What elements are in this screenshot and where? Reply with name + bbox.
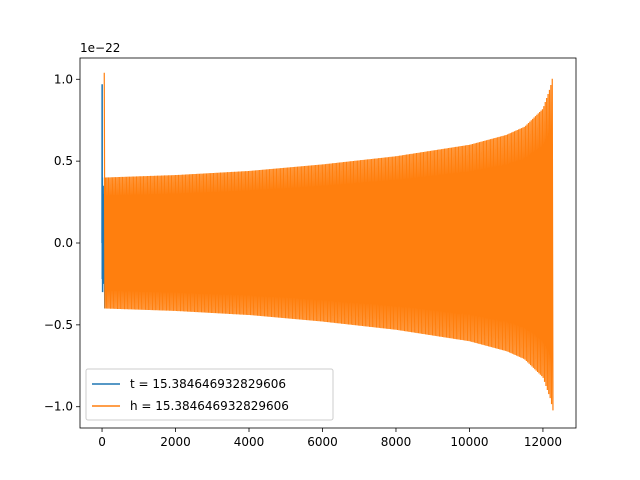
legend-box xyxy=(85,368,334,421)
legend: t = 15.384646932829606 h = 15.3846469328… xyxy=(85,368,334,421)
x-tick-label: 2000 xyxy=(160,435,191,449)
y-axis-ticks: 1.0 0.5 0.0 −0.5 −1.0 xyxy=(44,72,80,414)
y-tick-label: 0.5 xyxy=(54,154,73,168)
legend-label-h: h = 15.384646932829606 xyxy=(130,399,289,413)
y-tick-label: 0.0 xyxy=(54,236,73,250)
x-tick-label: 4000 xyxy=(234,435,265,449)
x-tick-label: 12000 xyxy=(524,435,562,449)
x-tick-label: 6000 xyxy=(307,435,338,449)
y-tick-label: −0.5 xyxy=(44,318,73,332)
y-tick-label: 1.0 xyxy=(54,72,73,86)
y-tick-label: −1.0 xyxy=(44,400,73,414)
series-layer xyxy=(101,72,554,411)
legend-label-t: t = 15.384646932829606 xyxy=(130,377,286,391)
series-h-line xyxy=(103,72,554,411)
x-tick-label: 10000 xyxy=(450,435,488,449)
x-tick-label: 0 xyxy=(98,435,106,449)
y-scale-label: 1e−22 xyxy=(80,41,120,55)
x-axis-ticks: 0 2000 4000 6000 8000 10000 12000 xyxy=(98,428,562,449)
x-tick-label: 8000 xyxy=(381,435,412,449)
